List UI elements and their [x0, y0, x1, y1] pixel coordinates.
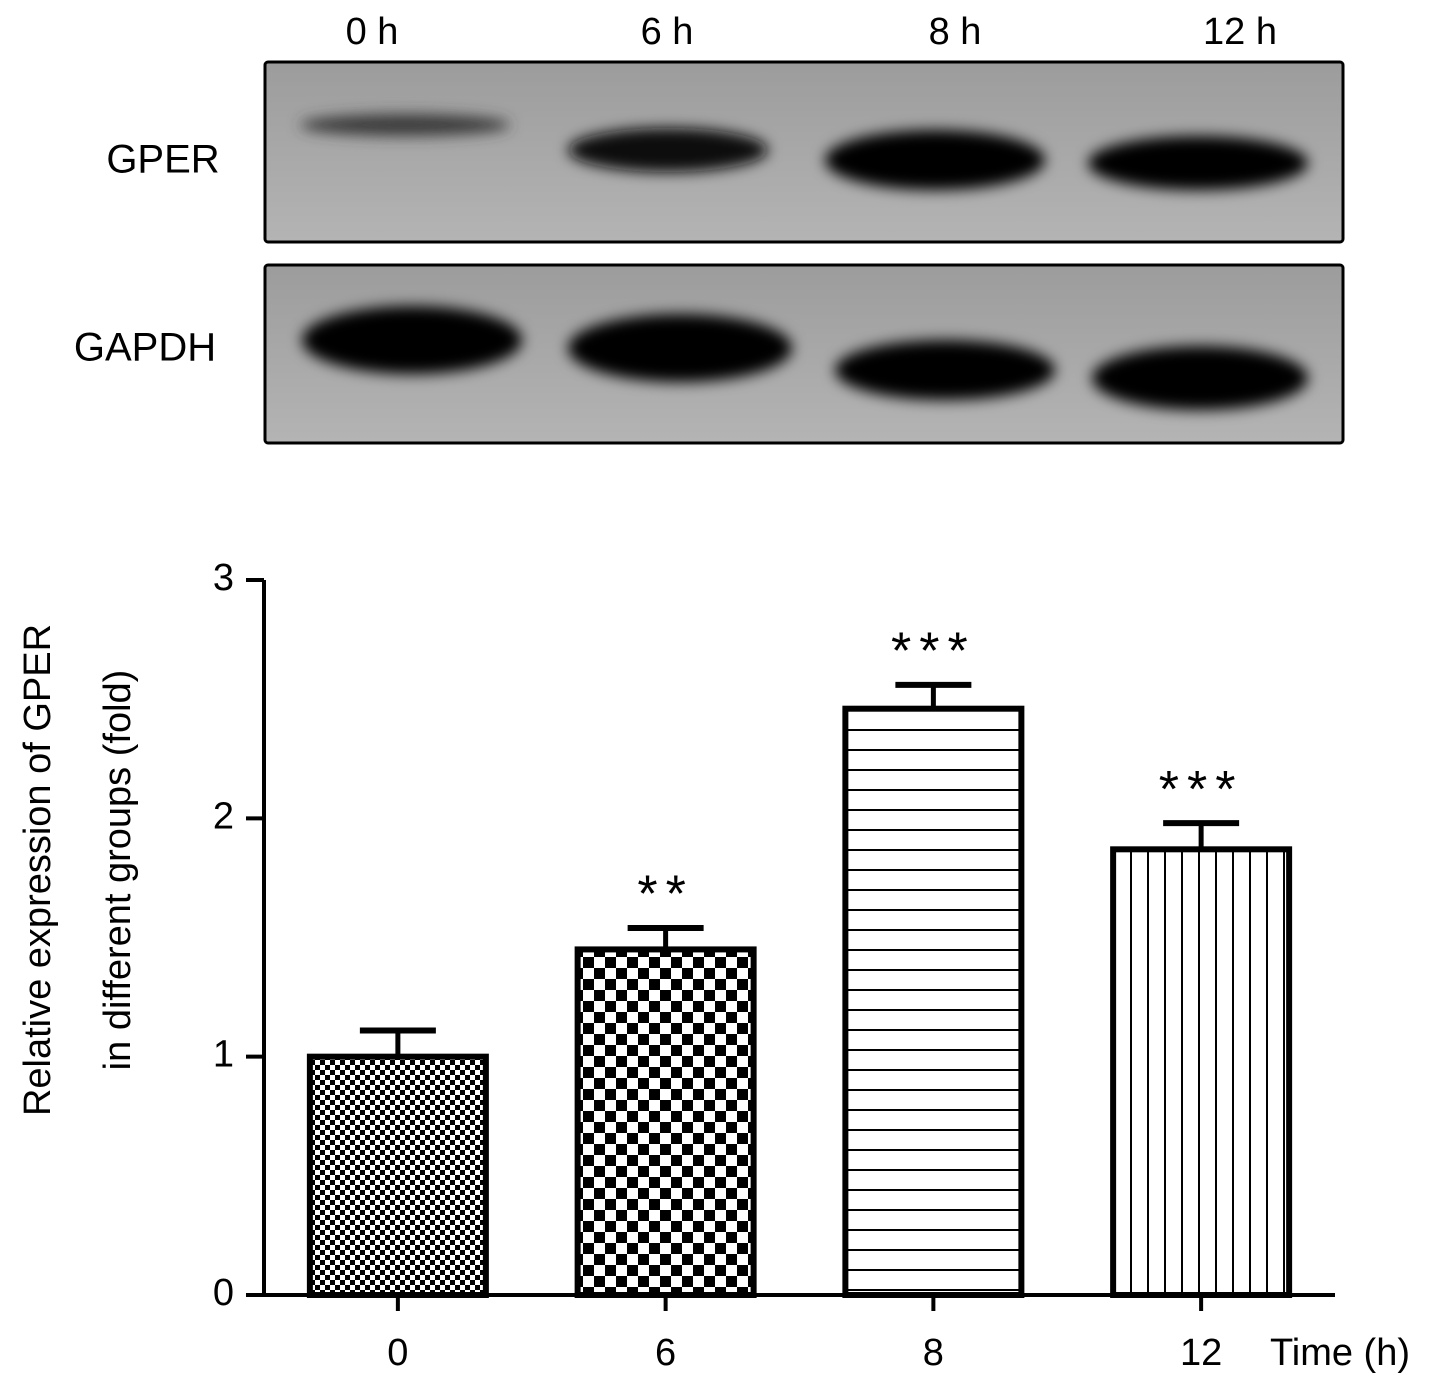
bar [306, 1053, 489, 1298]
y-axis-label: Relative expression of GPER [17, 624, 59, 1116]
x-axis-label: Time (h) [1270, 1332, 1410, 1374]
y-axis-label: in different groups (fold) [97, 670, 139, 1071]
lane-label: 8 h [929, 11, 982, 53]
y-tick-label: 2 [213, 795, 234, 837]
bar [574, 946, 757, 1299]
y-tick-label: 3 [213, 557, 234, 599]
y-tick-label: 1 [213, 1034, 234, 1076]
x-tick-label: 0 [387, 1332, 408, 1374]
x-tick-label: 6 [655, 1332, 676, 1374]
blot-panel [263, 263, 1345, 445]
x-tick-label: 12 [1180, 1332, 1222, 1374]
y-tick-label: 0 [213, 1272, 234, 1314]
western-blot: GPER GAPDH 0 h 6 h 8 h 12 h [74, 11, 1345, 445]
lane-label: 12 h [1203, 11, 1277, 53]
blot-panel [263, 60, 1345, 244]
x-tick-label: 8 [923, 1332, 944, 1374]
bar [842, 705, 1025, 1298]
blot-row-label: GPER [106, 138, 219, 182]
significance-label: ** [637, 866, 693, 924]
significance-label: *** [891, 623, 976, 681]
lane-label: 0 h [346, 11, 399, 53]
lane-label: 6 h [641, 11, 694, 53]
significance-label: *** [1159, 761, 1244, 819]
blot-bands [300, 114, 1308, 410]
bar [1110, 846, 1293, 1298]
blot-row-label: GAPDH [74, 326, 216, 370]
